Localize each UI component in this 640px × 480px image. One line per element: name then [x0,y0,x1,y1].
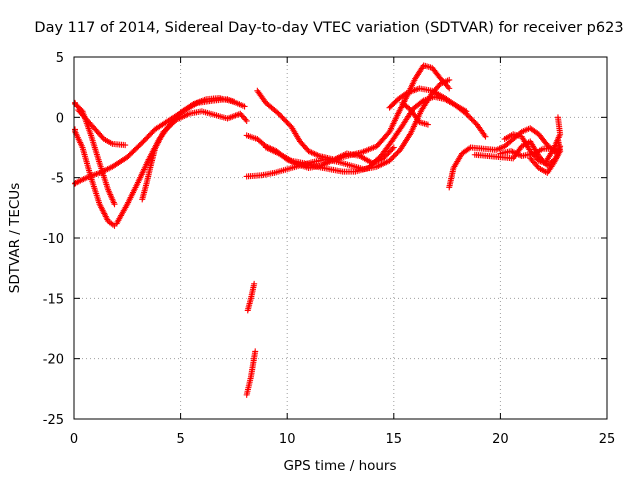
data-point [283,118,290,125]
x-axis-label: GPS time / hours [283,458,396,474]
y-tick-label: 0 [56,111,64,126]
data-point [285,121,292,128]
grid-lines [74,57,607,419]
data-point [145,133,152,140]
data-point [424,121,431,128]
data-point [482,133,489,140]
series-arc-18 [527,136,564,176]
data-point [284,120,291,127]
data-point [390,144,397,151]
data-point [389,155,396,162]
y-tick-label: 5 [56,51,64,66]
plot-frame [73,56,608,420]
data-point [122,142,129,149]
data-point [386,157,393,164]
x-tick-label: 5 [176,432,184,447]
series-arc-8 [243,348,259,398]
data-point [445,83,452,90]
series-arc-7 [244,280,258,314]
x-tick-label: 0 [70,432,78,447]
series-arc-15 [446,125,559,191]
data-point [468,116,475,123]
data-point [241,103,248,110]
series-arc-17 [501,114,564,167]
data-point [239,113,246,120]
data-point [471,118,478,125]
series-arc-2 [72,126,118,229]
data-point [389,145,396,152]
data-point [140,138,147,145]
data-point [237,110,244,117]
data-point [188,101,195,108]
chart-title: Day 117 of 2014, Sidereal Day-to-day VTE… [34,20,623,36]
data-point [393,150,400,157]
y-tick-label: -5 [51,172,64,187]
data-point [557,148,564,155]
x-tick-label: 20 [492,432,509,447]
x-tick-label: 10 [279,432,296,447]
y-tick-label: -20 [43,353,64,368]
series-arc-6 [139,108,250,203]
series-arc-3 [75,107,129,149]
data-point [251,280,258,287]
data-point [402,91,409,98]
data-point [419,98,426,105]
data-point [282,117,289,124]
data-point [388,147,395,154]
data-point [144,134,151,141]
data-point [276,112,283,119]
data-point [387,156,394,163]
series-arc-14 [399,99,431,128]
data-point [252,348,259,355]
data-point [230,98,237,105]
data-point [141,137,148,144]
y-tick-label: -15 [43,292,64,307]
data-point [554,114,561,121]
series-arc-11 [254,62,453,163]
y-tick-label: -10 [43,232,64,247]
data-point [391,152,398,159]
data-point [238,112,245,119]
data-point [390,153,397,160]
data-point [111,201,118,208]
data-point [386,148,393,155]
data-point [469,117,476,124]
axis-ticks: 0 5 10 15 20 25 -25 -20 -15 -10 -5 0 5 [43,51,616,447]
data-point [243,117,250,124]
data-point [463,108,470,115]
data-point [446,85,453,92]
x-tick-label: 15 [386,432,403,447]
data-point [466,145,473,152]
data-point [139,139,146,146]
data-point [143,135,150,142]
data-point [149,129,156,136]
data-point [465,113,472,120]
data-point [278,113,285,120]
data-point [146,131,153,138]
data-point [242,116,249,123]
data-point [385,149,392,156]
data-point [241,115,248,122]
data-marks [72,62,564,398]
y-tick-label: -25 [43,413,64,428]
series-arc-19 [497,145,564,159]
data-point [446,76,453,83]
data-point [394,149,401,156]
data-point [280,116,287,123]
x-tick-label: 25 [599,432,616,447]
series-arc-13 [386,85,470,115]
data-point [384,151,391,158]
data-point [275,110,282,117]
data-point [554,136,561,143]
data-point [279,114,286,121]
series-arc-10 [243,76,453,180]
data-point [148,130,155,137]
y-axis-label: SDTVAR / TECUs [7,183,23,293]
data-point [464,112,471,119]
data-point [467,114,474,121]
